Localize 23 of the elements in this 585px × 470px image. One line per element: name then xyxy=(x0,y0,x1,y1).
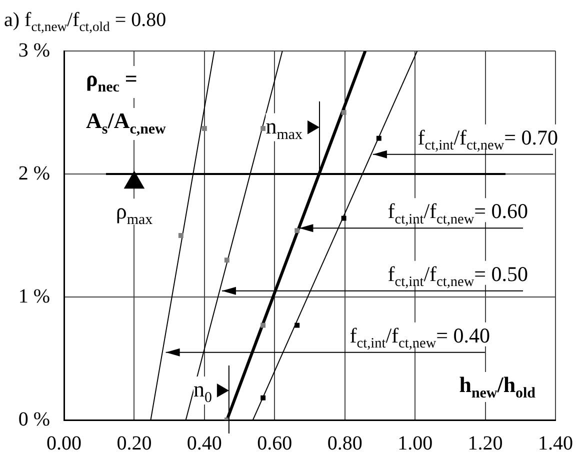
point xyxy=(202,126,207,131)
x-tick-label: 1.00 xyxy=(398,432,433,454)
x-tick-label: 1.20 xyxy=(468,432,503,454)
point xyxy=(341,110,346,115)
point xyxy=(341,216,346,221)
point xyxy=(260,322,266,328)
y-tick-label: 1 % xyxy=(18,285,50,308)
point xyxy=(178,233,184,238)
y-tick-label: 0 % xyxy=(18,408,50,430)
point xyxy=(224,258,230,263)
x-tick-label: 0.40 xyxy=(186,432,222,454)
point xyxy=(294,228,300,234)
x-tick-label: 0.00 xyxy=(46,432,82,454)
x-tick-label: 1.40 xyxy=(538,432,573,454)
point xyxy=(294,322,300,328)
y-tick-label: 3 % xyxy=(18,39,50,62)
point xyxy=(260,395,266,400)
y-tick-label: 2 % xyxy=(18,162,50,184)
x-tick-label: 0.80 xyxy=(327,432,362,454)
point xyxy=(376,136,382,141)
x-tick-label: 0.20 xyxy=(116,432,152,454)
x-tick-label: 0.60 xyxy=(257,432,292,454)
point xyxy=(260,126,266,131)
